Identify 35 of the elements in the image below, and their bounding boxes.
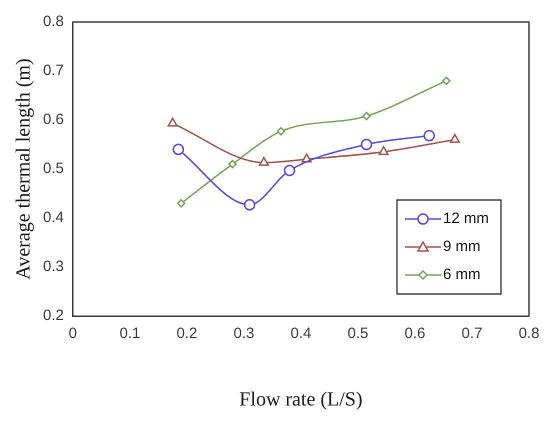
- point: [168, 118, 178, 127]
- point: [228, 160, 237, 168]
- point: [284, 164, 296, 176]
- x-tick-label: 0.2: [176, 325, 198, 342]
- point: [172, 144, 184, 156]
- y-tick-label: 0.7: [42, 62, 64, 80]
- x-tick-label: 0.7: [462, 325, 482, 342]
- x-tick-label: 0.1: [119, 325, 140, 342]
- y-tick-label: 0.3: [42, 258, 64, 276]
- point: [276, 127, 286, 136]
- x-tick-label: 0.3: [233, 325, 254, 342]
- point: [378, 146, 389, 156]
- point: [423, 130, 435, 142]
- point: [176, 199, 186, 208]
- y-tick-label: 0.4: [42, 209, 64, 226]
- x-tick-label: 0.8: [518, 325, 540, 342]
- point: [258, 156, 269, 166]
- y-tick-label: 0.5: [42, 160, 64, 178]
- x-tick-label: 0.6: [404, 325, 426, 342]
- legend-label: 6 mm: [443, 266, 480, 284]
- legend-label: 12 mm: [443, 210, 489, 228]
- y-tick-label: 0.2: [42, 307, 64, 324]
- point: [442, 76, 451, 86]
- x-tick-label: 0.5: [348, 325, 368, 342]
- y-axis-title: Average thermal length (m): [12, 58, 34, 280]
- point: [244, 199, 256, 211]
- point: [450, 134, 460, 143]
- legend-label: 9 mm: [443, 238, 480, 256]
- x-tick-label: 0.4: [290, 325, 312, 342]
- y-tick-label: 0.6: [42, 111, 64, 128]
- x-tick-label: 0: [68, 325, 78, 342]
- point: [362, 112, 371, 120]
- x-axis-title: Flow rate (L/S): [239, 388, 363, 410]
- point: [360, 138, 372, 150]
- y-tick-label: 0.8: [42, 13, 64, 30]
